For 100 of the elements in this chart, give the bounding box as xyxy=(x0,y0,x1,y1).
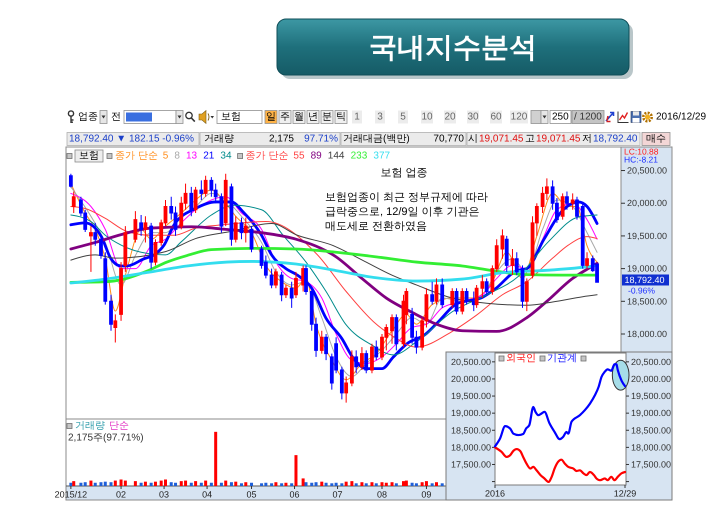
text: 외국인 xyxy=(506,353,536,364)
candlestick xyxy=(484,278,489,296)
bar xyxy=(390,482,394,486)
y-tick-label: 20,500.00 xyxy=(627,166,668,176)
annotation: 보험업종이 최근 정부규제에 따라 xyxy=(325,192,488,204)
bar xyxy=(124,480,127,486)
candlestick xyxy=(320,330,324,354)
candlestick xyxy=(149,222,154,270)
x-tick-label: 2016 xyxy=(484,488,506,498)
bar xyxy=(170,482,173,486)
bar xyxy=(334,482,338,486)
line-series xyxy=(69,260,596,284)
candlestick xyxy=(324,334,328,361)
bar xyxy=(244,482,248,486)
candlestick xyxy=(360,346,364,370)
bar xyxy=(110,482,113,486)
candlestick xyxy=(199,180,204,200)
candlestick xyxy=(454,288,458,315)
candlestick xyxy=(394,314,398,351)
bar xyxy=(374,483,378,486)
text: 18,792.40 xyxy=(593,134,638,144)
annotation: 종가 단순 xyxy=(115,150,158,162)
text: 전 xyxy=(111,112,121,122)
bar xyxy=(114,480,117,486)
candlestick xyxy=(585,252,589,270)
bar xyxy=(310,482,314,486)
bar xyxy=(260,483,264,486)
candlestick xyxy=(294,271,298,299)
bar xyxy=(404,480,408,486)
bar xyxy=(230,482,233,486)
y-tick-label: 18,500.00 xyxy=(627,296,668,306)
bar xyxy=(424,481,428,486)
text: 377 xyxy=(373,150,391,162)
text: 19,071.45 xyxy=(479,134,524,144)
annotation: 급락중으로, 12/9일 이후 기관은 xyxy=(325,206,480,218)
bar xyxy=(290,483,294,486)
candlestick xyxy=(284,284,288,299)
text: 매수 xyxy=(646,134,666,144)
bar xyxy=(220,482,223,486)
y-tick-label: 20,500.00 xyxy=(450,356,491,367)
candlestick xyxy=(154,238,158,266)
x-tick-label: 05 xyxy=(246,490,257,500)
bar xyxy=(234,482,238,486)
text: 국내지수분석 xyxy=(369,32,537,62)
text: 19,071.45 xyxy=(536,134,581,144)
bar xyxy=(414,483,418,486)
candlestick xyxy=(304,264,308,296)
bar xyxy=(184,480,188,486)
bar xyxy=(420,482,424,486)
candlestick xyxy=(514,252,519,276)
bar xyxy=(140,482,143,486)
text: 시 xyxy=(468,134,478,144)
candlestick xyxy=(113,314,118,343)
candlestick xyxy=(234,216,238,243)
bar xyxy=(160,480,163,486)
annotation: 매도세로 전환하였음 xyxy=(325,220,428,232)
annotation: 2,175주(97.71%) xyxy=(68,432,144,444)
text: 보험 xyxy=(221,112,241,122)
candlestick xyxy=(510,248,514,276)
x-tick-label: 06 xyxy=(290,490,300,500)
candlestick xyxy=(350,350,354,387)
bar xyxy=(364,483,368,486)
bar xyxy=(302,478,305,486)
candlestick xyxy=(224,173,228,227)
line-series xyxy=(70,223,598,306)
bar xyxy=(394,483,398,486)
bar xyxy=(200,482,203,486)
text: 기관계 xyxy=(547,353,577,364)
y-tick-label: 18,000.00 xyxy=(450,442,491,452)
text: 고 xyxy=(525,134,535,144)
bar xyxy=(154,482,157,486)
text: / 1200 xyxy=(574,112,602,122)
candlestick xyxy=(204,175,208,198)
text: 250 xyxy=(552,112,570,122)
candlestick xyxy=(274,268,278,289)
x-tick-label: 09 xyxy=(421,490,432,500)
bar xyxy=(250,482,254,486)
candlestick xyxy=(144,216,148,243)
bar xyxy=(370,482,374,486)
text: 55 xyxy=(293,150,305,162)
x-tick-label: 02 xyxy=(116,490,126,500)
candlestick xyxy=(460,288,464,315)
text: 18,792.40 xyxy=(624,274,665,285)
bar xyxy=(94,482,97,486)
bar xyxy=(79,482,82,486)
candlestick xyxy=(93,222,98,246)
text: 97.71% xyxy=(304,134,338,144)
y-tick-label: 19,000.00 xyxy=(450,408,491,418)
candlestick xyxy=(240,217,244,240)
candlestick xyxy=(570,192,575,210)
x-tick-label: 12/29 xyxy=(614,488,636,498)
x-tick-label: 04 xyxy=(202,490,212,500)
y-tick-label: 20,000.00 xyxy=(627,198,668,208)
bar xyxy=(340,483,344,486)
bar xyxy=(204,480,208,486)
bar xyxy=(214,432,218,486)
candlestick xyxy=(474,284,479,308)
text: 업종 xyxy=(78,112,98,122)
candlestick xyxy=(250,226,254,253)
text: 21 xyxy=(203,150,215,162)
